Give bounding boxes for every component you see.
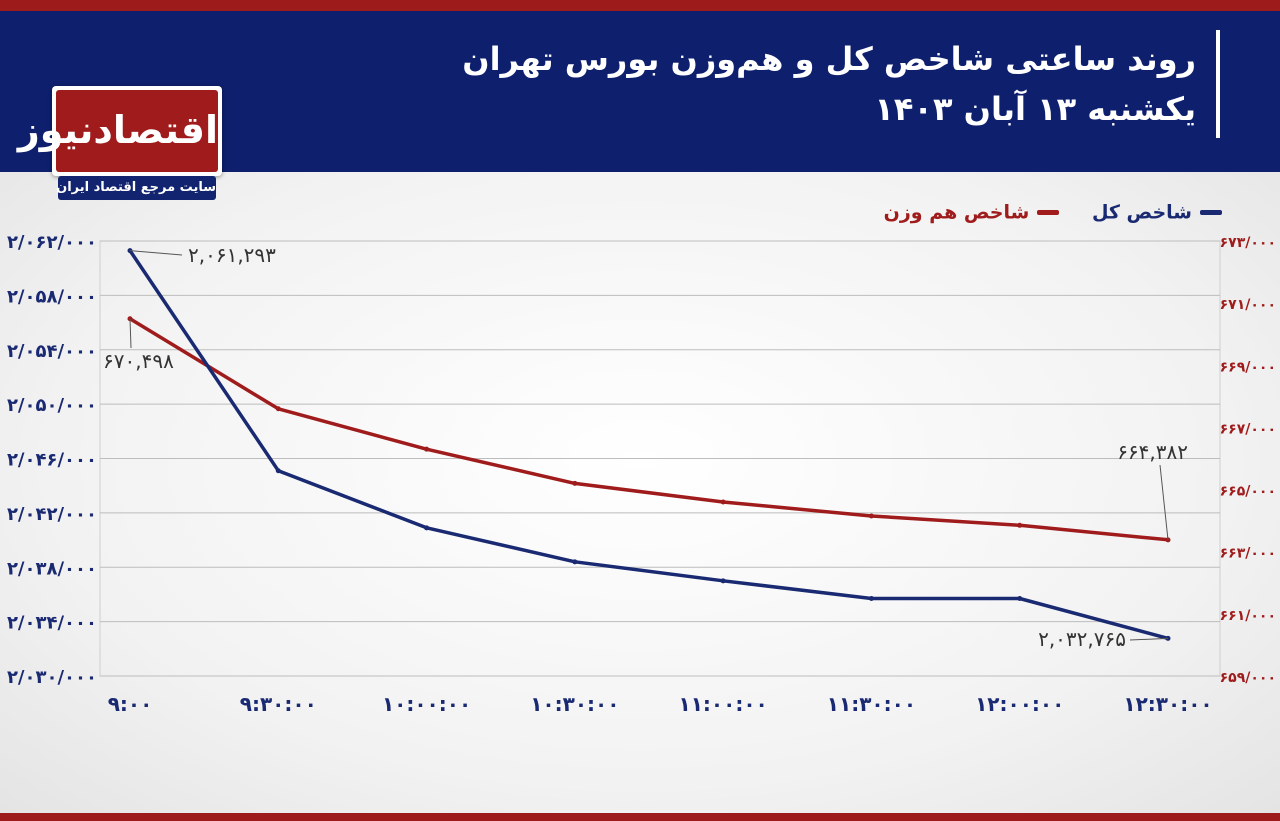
logo-wordmark: اقتصادنیوز xyxy=(18,90,218,172)
y-right-tick-label: ۶۶۵/۰۰۰ xyxy=(1220,484,1276,500)
x-tick-label: ۱۰:۰۰:۰۰ xyxy=(382,692,471,716)
legend-swatch-equal xyxy=(1037,210,1060,215)
y-left-tick-label: ۲/۰۳۴/۰۰۰ xyxy=(7,613,97,634)
chart-title: روند ساعتی شاخص کل و هم‌وزن بورس تهران xyxy=(462,40,1196,78)
y-left-tick-label: ۲/۰۳۰/۰۰۰ xyxy=(7,667,97,688)
point-total xyxy=(275,468,281,474)
point-total xyxy=(1017,596,1023,602)
point-equal xyxy=(275,406,281,412)
annotation-leader xyxy=(1159,464,1169,540)
annotation-leader xyxy=(1129,637,1169,641)
chart-legend: شاخص کل شاخص هم وزن xyxy=(858,201,1222,224)
y-left-tick-label: ۲/۰۴۲/۰۰۰ xyxy=(7,504,97,525)
x-tick-label: ۹:۳۰:۰۰ xyxy=(240,692,317,716)
y-right-tick-label: ۶۶۷/۰۰۰ xyxy=(1220,421,1276,437)
point-total xyxy=(720,578,726,584)
annotation-leader xyxy=(129,318,132,349)
point-equal xyxy=(424,446,430,452)
chart-date: یکشنبه ۱۳ آبان ۱۴۰۳ xyxy=(874,90,1196,128)
logo[interactable]: اقتصادنیوز xyxy=(18,86,222,176)
legend-item-total: شاخص کل xyxy=(1092,201,1222,224)
y-left-tick-label: ۲/۰۳۸/۰۰۰ xyxy=(7,558,97,579)
y-right-tick-label: ۶۷۱/۰۰۰ xyxy=(1220,297,1276,313)
y-right-tick-label: ۶۶۹/۰۰۰ xyxy=(1220,359,1276,375)
y-right-tick-label: ۶۶۱/۰۰۰ xyxy=(1220,608,1276,624)
y-left-tick-label: ۲/۰۶۲/۰۰۰ xyxy=(7,232,97,253)
series-line-total xyxy=(128,248,1170,641)
point-equal xyxy=(868,513,874,519)
legend-item-equal: شاخص هم وزن xyxy=(884,201,1060,224)
point-equal xyxy=(1017,522,1023,528)
title-divider xyxy=(1216,30,1220,138)
y-right-tick-label: ۶۶۳/۰۰۰ xyxy=(1220,546,1276,562)
y-left-tick-label: ۲/۰۴۶/۰۰۰ xyxy=(7,450,97,471)
x-tick-label: ۱۱:۰۰:۰۰ xyxy=(679,692,768,716)
legend-label-equal: شاخص هم وزن xyxy=(883,201,1030,224)
series-line-equal xyxy=(128,316,1170,542)
x-tick-label: ۱۲:۰۰:۰۰ xyxy=(975,692,1064,716)
point-total xyxy=(572,559,578,565)
y-right-tick-label: ۶۵۹/۰۰۰ xyxy=(1220,670,1276,686)
point-equal xyxy=(720,499,726,505)
point-total xyxy=(868,596,874,602)
y-left-tick-label: ۲/۰۵۰/۰۰۰ xyxy=(7,395,97,416)
logo-tagline: سایت مرجع اقتصاد ایران xyxy=(56,176,216,200)
data-label: ۲,۰۶۱,۲۹۳ xyxy=(188,243,276,267)
x-tick-label: ۱۰:۳۰:۰۰ xyxy=(530,692,619,716)
annotation-leader xyxy=(129,250,183,256)
y-left-tick-label: ۲/۰۵۸/۰۰۰ xyxy=(7,286,97,307)
x-tick-label: ۹:۰۰ xyxy=(108,692,153,716)
y-right-tick-label: ۶۷۳/۰۰۰ xyxy=(1220,235,1276,251)
x-tick-label: ۱۲:۳۰:۰۰ xyxy=(1123,692,1212,716)
legend-swatch-total xyxy=(1200,210,1222,215)
point-equal xyxy=(572,480,578,486)
point-total xyxy=(424,525,430,531)
data-label: ۶۷۰,۴۹۸ xyxy=(103,349,174,373)
top-accent-strip xyxy=(0,0,1280,11)
data-label: ۲,۰۳۲,۷۶۵ xyxy=(1038,627,1126,651)
data-label: ۶۶۴,۳۸۲ xyxy=(1117,440,1188,464)
legend-label-total: شاخص کل xyxy=(1091,201,1192,224)
x-tick-label: ۱۱:۳۰:۰۰ xyxy=(827,692,916,716)
y-left-tick-label: ۲/۰۵۴/۰۰۰ xyxy=(7,341,97,362)
bottom-accent-strip xyxy=(0,813,1280,821)
